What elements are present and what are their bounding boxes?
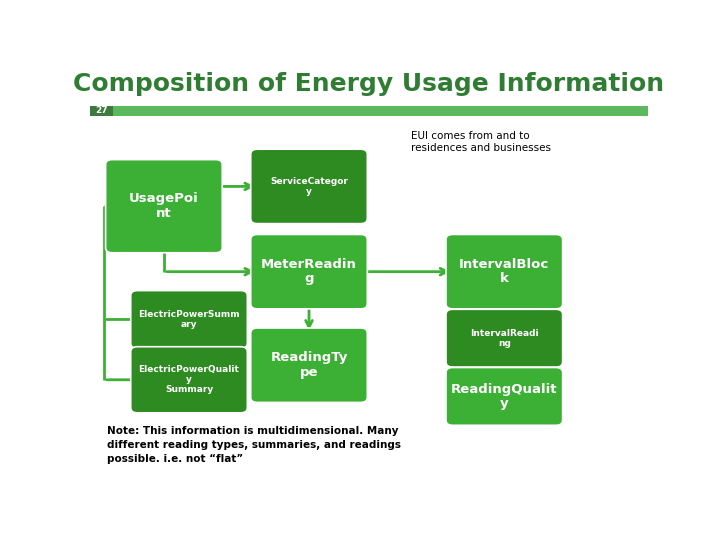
- FancyBboxPatch shape: [446, 368, 562, 426]
- Text: Composition of Energy Usage Information: Composition of Energy Usage Information: [73, 71, 665, 96]
- Text: IntervalBloc
k: IntervalBloc k: [459, 258, 549, 286]
- Text: ServiceCategor
y: ServiceCategor y: [270, 177, 348, 196]
- FancyBboxPatch shape: [106, 160, 222, 253]
- Text: Note: This information is multidimensional. Many
different reading types, summar: Note: This information is multidimension…: [107, 426, 401, 464]
- FancyBboxPatch shape: [90, 106, 114, 116]
- Text: EUI comes from and to
residences and businesses: EUI comes from and to residences and bus…: [411, 131, 551, 152]
- Text: ElectricPowerSumm
ary: ElectricPowerSumm ary: [138, 310, 240, 329]
- Text: ReadingQualit
y: ReadingQualit y: [451, 383, 557, 410]
- Text: MeterReadin
g: MeterReadin g: [261, 258, 357, 286]
- FancyBboxPatch shape: [446, 309, 562, 367]
- Text: IntervalReadi
ng: IntervalReadi ng: [470, 329, 539, 348]
- FancyBboxPatch shape: [131, 291, 248, 348]
- FancyBboxPatch shape: [90, 106, 648, 116]
- Text: ElectricPowerQualit
y
Summary: ElectricPowerQualit y Summary: [139, 365, 240, 394]
- FancyBboxPatch shape: [251, 149, 367, 224]
- Text: ReadingTy
pe: ReadingTy pe: [270, 352, 348, 379]
- Text: UsagePoi
nt: UsagePoi nt: [129, 192, 199, 220]
- FancyBboxPatch shape: [251, 234, 367, 309]
- FancyBboxPatch shape: [131, 347, 248, 413]
- Text: 27: 27: [96, 106, 108, 116]
- FancyBboxPatch shape: [251, 328, 367, 402]
- FancyBboxPatch shape: [446, 234, 562, 309]
